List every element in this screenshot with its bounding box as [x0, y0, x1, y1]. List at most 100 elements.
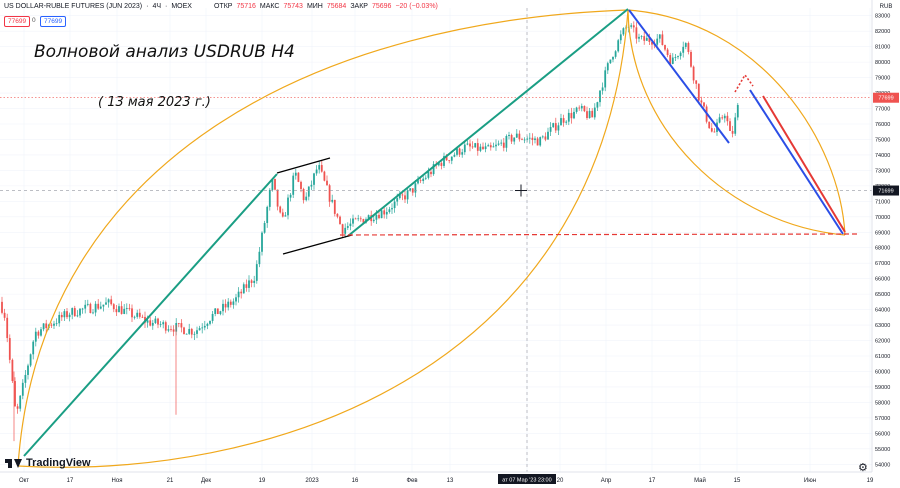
candle-body: [354, 218, 357, 220]
candle-body: [237, 291, 240, 298]
sell-price-pill[interactable]: 77699: [4, 16, 31, 27]
candle-body: [430, 171, 432, 175]
price-tick-label: 58000: [875, 400, 890, 406]
candle-body: [84, 304, 87, 309]
high-value: 75743: [283, 3, 303, 10]
candle-body: [274, 178, 276, 190]
candle-body: [73, 308, 76, 317]
candle-body: [437, 163, 440, 166]
candle-body: [279, 206, 282, 213]
candle-body: [492, 146, 495, 148]
candle-body: [736, 105, 739, 118]
candle-body: [157, 318, 159, 325]
candle-body: [432, 164, 435, 175]
interval-label[interactable]: 4Ч: [152, 3, 161, 10]
candle-body: [617, 40, 620, 52]
price-tick-label: 73000: [875, 168, 890, 174]
candle-body: [320, 165, 323, 172]
candle-body: [222, 303, 224, 312]
time-tick-label: Окт: [19, 478, 29, 484]
candle-body: [177, 323, 180, 324]
candle-body: [357, 218, 360, 220]
candle-body: [534, 138, 536, 141]
candle-body: [224, 303, 227, 308]
candle-body: [547, 131, 549, 140]
candle-body: [443, 156, 445, 166]
open-value: 75716: [236, 3, 256, 10]
symbol-header: US DOLLAR-RUBLE FUTURES (JUN 2023) · 4Ч …: [4, 3, 438, 10]
candle-body: [229, 301, 232, 305]
candle-body: [60, 314, 63, 318]
candle-body: [32, 341, 35, 355]
candle-body: [396, 198, 399, 202]
candle-body: [586, 111, 588, 119]
annotation-title: Волновой анализ USDRUB H4: [34, 42, 295, 62]
candle-body: [687, 43, 690, 52]
candle-body: [588, 110, 591, 119]
candle-body: [372, 219, 375, 222]
candle-body: [495, 144, 497, 147]
candle-body: [632, 25, 635, 28]
candle-body: [695, 80, 698, 84]
candle-body: [515, 133, 518, 138]
candle-body: [591, 110, 594, 118]
candle-body: [16, 406, 19, 409]
candle-body: [404, 195, 406, 200]
symbol-name: US DOLLAR-RUBLE FUTURES (JUN 2023): [4, 3, 143, 10]
price-tick-label: 76000: [875, 122, 890, 128]
candle-body: [440, 163, 443, 166]
candle-body: [34, 331, 37, 342]
time-tick-label: 17: [649, 478, 656, 484]
candle-body: [1, 301, 3, 313]
buy-price-pill[interactable]: 77699: [40, 16, 67, 27]
candle-body: [227, 301, 230, 308]
candle-body: [419, 180, 422, 182]
candle-body: [271, 178, 274, 190]
tradingview-logo[interactable]: TradingView: [5, 457, 91, 469]
candle-body: [333, 199, 336, 214]
candle-body: [42, 323, 45, 330]
candle-body: [378, 214, 380, 219]
gear-icon[interactable]: ⚙: [858, 462, 868, 474]
time-tick-label: Июн: [804, 478, 816, 484]
price-tick-label: 81000: [875, 45, 890, 51]
price-tick-label: 59000: [875, 385, 890, 391]
support-dashed-line: [339, 233, 859, 236]
candle-body: [45, 323, 48, 329]
candle-body: [528, 137, 531, 139]
time-tick-label: 13: [447, 478, 454, 484]
candle-body: [248, 280, 250, 288]
candle-body: [409, 188, 412, 191]
candle-body: [188, 328, 191, 334]
candle-body: [318, 165, 321, 170]
candle-body: [609, 59, 612, 64]
candle-body: [614, 51, 617, 57]
candle-body: [97, 303, 100, 309]
price-tick-label: 67000: [875, 261, 890, 267]
candle-body: [250, 280, 253, 283]
candle-body: [349, 223, 352, 227]
candle-body: [723, 115, 726, 119]
candle-body: [664, 45, 666, 50]
exchange-label: MOEX: [171, 3, 192, 10]
price-tick-label: 70000: [875, 215, 890, 221]
candle-body: [58, 314, 61, 324]
candle-body: [385, 211, 388, 215]
candle-body: [640, 36, 643, 37]
candle-body: [658, 34, 661, 39]
candle-body: [393, 201, 396, 209]
price-tick-label: 61000: [875, 354, 890, 360]
candle-body: [380, 210, 383, 219]
candle-body: [539, 137, 542, 146]
candle-body: [479, 146, 482, 151]
candle-body: [105, 302, 107, 305]
candle-body: [388, 209, 391, 212]
blue-wave-line: [628, 9, 730, 144]
small-arc: [627, 9, 846, 236]
candle-body: [484, 146, 487, 150]
candle-body: [211, 313, 214, 321]
candle-body: [297, 172, 300, 182]
candle-body: [476, 143, 479, 151]
candle-body: [474, 143, 477, 148]
